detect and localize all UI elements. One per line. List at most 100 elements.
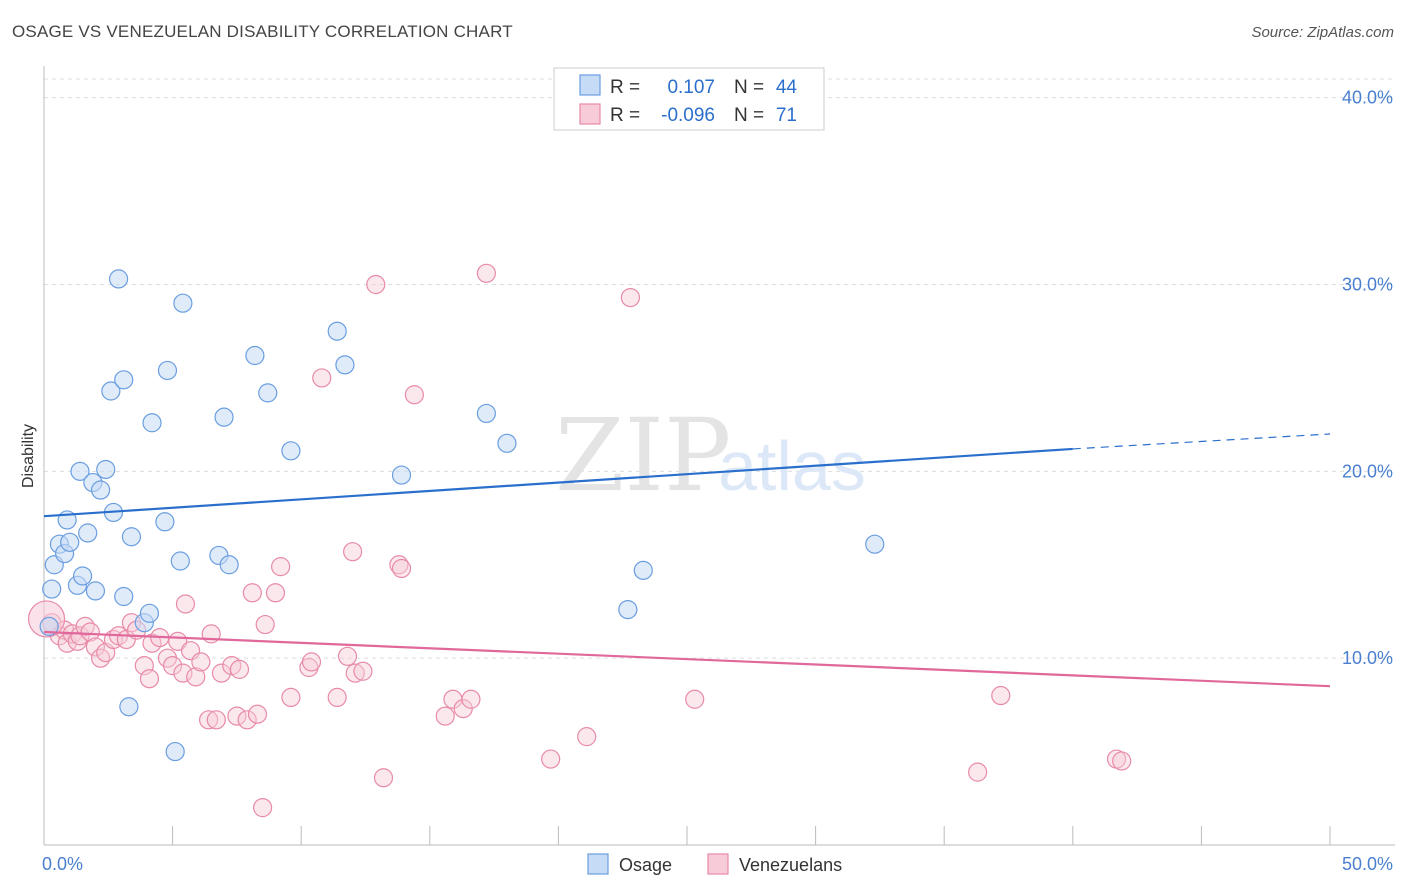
osage-point [142,413,162,433]
venezuelans-point [199,710,219,730]
legend-n-value-venezuelans: 71 [776,105,797,126]
venezuelans-point [345,663,365,683]
chart-title: OSAGE VS VENEZUELAN DISABILITY CORRELATI… [12,22,513,41]
legend-r-value-venezuelans: -0.096 [661,105,715,126]
venezuelans-point [301,652,322,672]
watermark-atlas: atlas [718,427,866,505]
osage-point [170,551,190,571]
osage-point [618,599,638,620]
osage-point [114,370,134,390]
venezuelans-point [461,689,481,709]
venezuelans-point [404,385,424,405]
osage-point [72,566,93,586]
venezuelans-point [237,710,257,730]
bottom-legend-swatch-venezuelans [707,853,729,875]
osage-point [173,293,193,313]
trend-lines [43,433,1331,688]
osage-point [214,407,234,427]
venezuelans-point [968,762,988,782]
osage-point [219,555,239,575]
osage-point [335,355,355,375]
osage-point [119,697,139,717]
venezuelans-point [75,616,95,637]
venezuelans-point [337,646,358,666]
venezuelans-point [80,622,100,642]
correlation-legend: R = 0.107 N = 44 R = -0.096 N = 71 [553,67,825,131]
watermark-zip: ZIP [555,397,731,514]
venezuelans-point [476,263,496,283]
venezuelans-point [435,706,455,726]
venezuelans-point [343,542,363,562]
grid-lines [44,78,1395,659]
venezuelans-point [227,706,247,726]
venezuelans-point [265,583,286,603]
osage-point [78,523,98,543]
venezuelans-point [685,689,705,709]
venezuelans-point [366,274,386,295]
osage-point [70,461,90,481]
venezuelans-point [991,685,1011,706]
venezuelans-point [247,704,268,724]
y-tick-label-40: 40.0% [1342,88,1393,108]
venezuelans-point [163,656,183,676]
venezuelans-point [327,687,347,708]
venezuelans-point [242,583,262,603]
venezuelans-point [90,648,111,668]
venezuelans-point [229,659,250,679]
osage-point [42,579,62,599]
osage-point [85,581,106,601]
bottom-legend-swatch-osage [587,853,609,875]
venezuelans-point [175,594,196,614]
osage-point [96,459,116,480]
x-tick-label-min: 0.0% [42,854,83,874]
venezuelans-trend-line [43,630,1331,688]
osage-trend-extension [1072,433,1331,450]
osage-point [245,345,265,366]
venezuelans-point [281,687,301,708]
venezuelans-point [186,667,206,687]
osage-point [497,433,517,453]
legend-swatch-venezuelans [579,103,601,125]
osage-point [157,360,178,381]
osage-point [633,560,653,580]
osage-trend-line [43,447,1073,518]
venezuelans-point [191,652,211,672]
venezuelans-point [139,669,160,689]
osage-points [39,269,885,762]
legend-r-label-venezuelans: R = [610,105,640,126]
bottom-legend-label-venezuelans: Venezuelans [739,855,842,875]
legend-n-label-osage: N = [734,77,764,98]
x-axis-ticks [43,826,1331,845]
osage-point [476,403,496,424]
venezuelans-point [253,798,273,818]
osage-point [60,532,80,552]
osage-point [155,512,175,532]
legend-r-label-osage: R = [610,77,640,98]
venezuelans-point [391,558,412,579]
osage-point [121,527,142,547]
series-legend: Osage Venezuelans [587,853,842,875]
venezuelans-point [271,557,291,577]
legend-swatch-osage [579,74,601,96]
venezuelans-point [577,727,597,747]
osage-point [165,741,185,762]
osage-point [281,441,301,461]
osage-point [139,603,160,623]
venezuelans-point [620,287,641,308]
venezuelans-point [70,626,90,646]
y-tick-labels: 10.0% 20.0% 30.0% 40.0% [1342,88,1393,668]
venezuelans-point [211,663,232,683]
venezuelans-point [85,637,106,657]
osage-point [114,586,134,607]
osage-point [865,534,885,554]
osage-point [39,616,59,637]
venezuelans-points [27,263,1132,818]
venezuelans-point [353,661,373,681]
y-tick-label-10: 10.0% [1342,648,1393,668]
source-credit: Source: ZipAtlas.com [1251,24,1394,41]
osage-point [90,480,111,500]
osage-point [108,269,129,289]
bottom-legend-label-osage: Osage [619,855,672,875]
venezuelans-point [255,614,275,635]
